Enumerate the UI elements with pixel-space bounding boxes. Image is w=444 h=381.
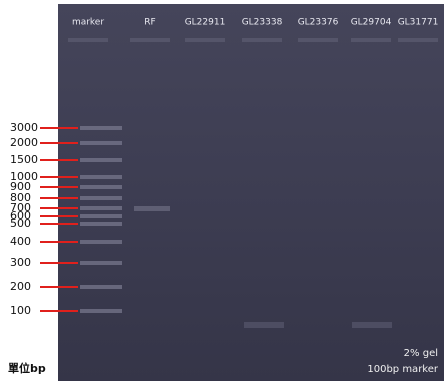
well <box>68 38 108 42</box>
gel-note: 2% gel <box>404 348 438 359</box>
size-label: 100 <box>10 304 31 317</box>
size-label: 1500 <box>10 153 38 166</box>
lane-label: GL23338 <box>242 18 283 28</box>
lane-label: GL22911 <box>185 18 226 28</box>
sample-band <box>134 206 170 211</box>
marker-band <box>80 261 122 265</box>
marker-band <box>80 185 122 189</box>
lane-label: GL31771 <box>398 18 439 28</box>
marker-band <box>80 141 122 145</box>
marker-band <box>80 309 122 313</box>
marker-band <box>80 206 122 210</box>
lane-label: GL29704 <box>351 18 392 28</box>
marker-band <box>80 126 122 130</box>
size-label: 200 <box>10 280 31 293</box>
primer-dimer <box>244 322 284 328</box>
size-label: 3000 <box>10 121 38 134</box>
size-label: 500 <box>10 217 31 230</box>
unit-label: 單位bp <box>8 361 46 375</box>
lane-label: GL23376 <box>298 18 339 28</box>
lane-label: marker <box>72 18 104 28</box>
gel-figure: marker RF GL22911 GL23338 GL23376 GL29704 GL31… <box>0 0 444 381</box>
well <box>398 38 438 42</box>
marker-band <box>80 158 122 162</box>
marker-band <box>80 175 122 179</box>
well <box>351 38 391 42</box>
primer-dimer <box>352 322 392 328</box>
size-label: 400 <box>10 235 31 248</box>
marker-band <box>80 196 122 200</box>
marker-band <box>80 240 122 244</box>
marker-band <box>80 214 122 218</box>
lane-label: RF <box>144 18 155 28</box>
marker-band <box>80 222 122 226</box>
well <box>298 38 338 42</box>
marker-band <box>80 285 122 289</box>
well <box>242 38 282 42</box>
size-label: 300 <box>10 256 31 269</box>
marker-note: 100bp marker <box>367 364 439 375</box>
well <box>130 38 170 42</box>
size-label: 2000 <box>10 136 38 149</box>
well <box>185 38 225 42</box>
